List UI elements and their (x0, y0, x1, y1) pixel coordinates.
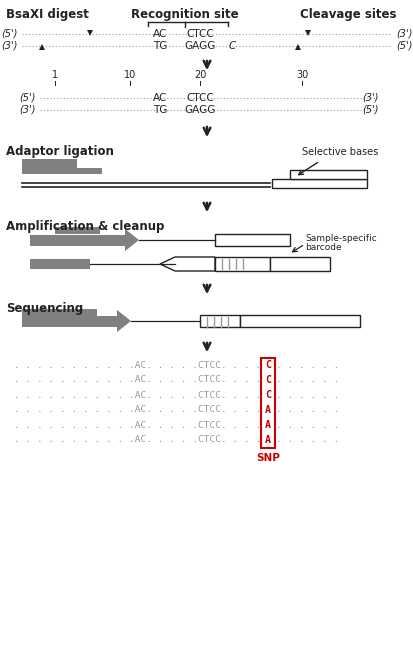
Text: (3'): (3') (2, 41, 18, 51)
Text: C: C (228, 41, 235, 51)
Text: AC: AC (152, 29, 167, 39)
Bar (55, 227, 100, 234)
Text: . . . . . . . . . . .AC. . . . .CTCC. . . .: . . . . . . . . . . .AC. . . . .CTCC. . … (14, 420, 261, 430)
Bar (22, 168, 102, 174)
Text: TG: TG (152, 41, 167, 51)
Text: 30: 30 (295, 70, 307, 80)
Text: AC: AC (152, 93, 167, 103)
Text: . . . . . . . . . . .AC. . . . .CTCC. . . .: . . . . . . . . . . .AC. . . . .CTCC. . … (14, 405, 261, 415)
Text: . . . . . . . . . . .AC. . . . .CTCC. . . .: . . . . . . . . . . .AC. . . . .CTCC. . … (14, 360, 261, 370)
Text: C: C (264, 360, 271, 370)
Polygon shape (159, 257, 214, 271)
Text: . . . . . .: . . . . . . (275, 360, 338, 370)
Bar (214, 257, 269, 271)
Text: A: A (264, 405, 271, 415)
Text: 10: 10 (123, 70, 136, 80)
Text: CTCC: CTCC (186, 29, 214, 39)
Text: CTCC: CTCC (186, 93, 214, 103)
Text: 20: 20 (193, 70, 206, 80)
Text: GAGG: GAGG (184, 105, 215, 115)
Text: Sequencing: Sequencing (6, 302, 83, 315)
Text: Sample-specific: Sample-specific (304, 234, 376, 243)
Text: . . . . . .: . . . . . . (275, 436, 338, 445)
Polygon shape (125, 229, 139, 251)
Bar (22, 159, 77, 168)
Text: TG: TG (152, 105, 167, 115)
Bar (289, 170, 366, 179)
Bar (271, 179, 366, 188)
Text: (5'): (5') (19, 93, 36, 103)
Text: A: A (264, 435, 271, 445)
Text: . . . . . . . . . . .AC. . . . .CTCC. . . .: . . . . . . . . . . .AC. . . . .CTCC. . … (14, 391, 261, 399)
Text: . . . . . .: . . . . . . (275, 391, 338, 399)
Bar (240, 315, 359, 327)
Bar (30, 235, 125, 246)
Text: C: C (264, 375, 271, 385)
Bar (30, 259, 90, 269)
Text: . . . . . . . . . . .AC. . . . .CTCC. . . .: . . . . . . . . . . .AC. . . . .CTCC. . … (14, 376, 261, 384)
Text: 1: 1 (52, 70, 58, 80)
Bar (22, 309, 97, 318)
Text: Recognition site: Recognition site (131, 8, 238, 21)
Text: barcode: barcode (304, 243, 341, 252)
Text: Adaptor ligation: Adaptor ligation (6, 145, 114, 158)
Text: A: A (264, 420, 271, 430)
Text: Selective bases: Selective bases (301, 147, 377, 157)
Text: BsaXI digest: BsaXI digest (6, 8, 89, 21)
Bar (214, 234, 289, 246)
Text: (5'): (5') (362, 105, 378, 115)
Text: . . . . . .: . . . . . . (275, 420, 338, 430)
Text: (3'): (3') (19, 105, 36, 115)
Text: C: C (264, 390, 271, 400)
Text: . . . . . .: . . . . . . (275, 376, 338, 384)
Text: SNP: SNP (256, 453, 279, 463)
Text: . . . . . . . . . . .AC. . . . .CTCC. . . .: . . . . . . . . . . .AC. . . . .CTCC. . … (14, 436, 261, 445)
Bar (22, 316, 117, 326)
Text: (5'): (5') (395, 41, 411, 51)
Text: Amplification & cleanup: Amplification & cleanup (6, 220, 164, 233)
Bar (269, 257, 329, 271)
Bar (199, 315, 240, 327)
Text: GAGG: GAGG (184, 41, 215, 51)
Text: . . . . . .: . . . . . . (275, 405, 338, 415)
Bar (260, 358, 274, 448)
Text: (3'): (3') (362, 93, 378, 103)
Polygon shape (117, 310, 131, 332)
Text: (5'): (5') (2, 29, 18, 39)
Text: (3'): (3') (395, 29, 411, 39)
Text: Cleavage sites: Cleavage sites (299, 8, 395, 21)
